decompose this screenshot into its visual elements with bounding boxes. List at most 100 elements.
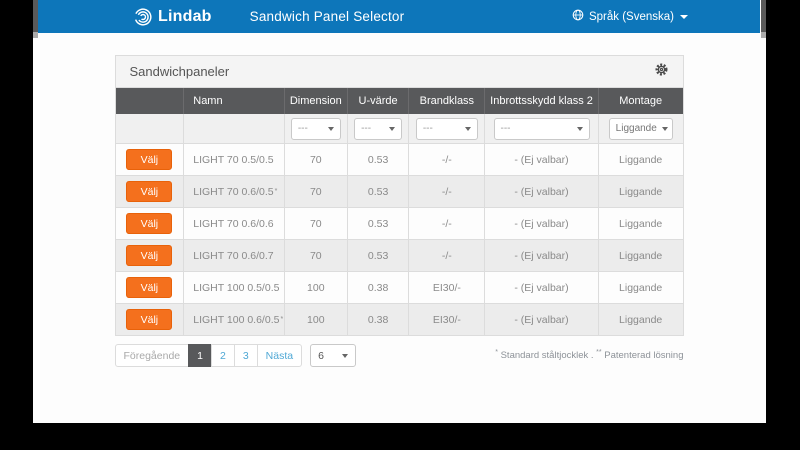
u-varde-cell: 0.38 [348, 272, 410, 303]
panel-name: LIGHT 70 0.6/0.6 [193, 217, 274, 230]
montage-filter-select[interactable]: Liggande [608, 117, 673, 140]
u-varde-cell: 0.53 [348, 208, 410, 239]
chevron-down-icon [327, 126, 334, 131]
u-varde-cell: 0.38 [348, 304, 410, 335]
dimension-filter-select[interactable]: --- [290, 117, 341, 140]
panel-name: LIGHT 70 0.6/0.7 [193, 249, 274, 262]
chevron-down-icon [661, 126, 668, 131]
inbrottsskydd-cell: - (Ej valbar) [485, 208, 599, 239]
column-header-inbrottsskydd: Inbrottsskydd klass 2 [485, 88, 599, 114]
footnote-star: * [495, 349, 498, 357]
column-header-select [116, 88, 185, 114]
brandklass-cell: EI30/- [409, 272, 486, 303]
footnote: * Standard ståltjocklek . ** Patenterad … [495, 349, 683, 361]
chevron-down-icon [389, 126, 396, 131]
footnote-text: Patenterad lösning [601, 350, 684, 362]
inbrottsskydd-filter-value: --- [500, 123, 511, 134]
select-panel-button[interactable]: Välj [126, 149, 173, 170]
pagination-previous[interactable]: Föregående [114, 344, 190, 367]
settings-button[interactable] [654, 62, 669, 82]
card-header: Sandwichpaneler [114, 55, 684, 88]
table-row: Välj LIGHT 100 0.5/0.5 100 0.38 EI30/- -… [115, 272, 683, 304]
page-title: Sandwichpaneler [129, 64, 230, 79]
select-panel-button[interactable]: Välj [126, 213, 173, 234]
table-row: Välj LIGHT 100 0.6/0.5 * 100 0.38 EI30/- … [115, 304, 683, 336]
column-header-dimension: Dimension [285, 88, 348, 114]
pagination: Föregående 1 2 3 Nästa 6 [114, 344, 357, 367]
pagination-page-1[interactable]: 1 [188, 344, 212, 367]
u-varde-cell: 0.53 [348, 240, 410, 271]
table-row: Välj LIGHT 70 0.6/0.6 70 0.53 -/- - (Ej … [115, 208, 683, 240]
column-header-brandklass: Brandklass [409, 88, 486, 114]
footnote-star: ** [596, 349, 602, 357]
dimension-cell: 70 [285, 208, 348, 239]
u-varde-filter-value: --- [361, 123, 372, 134]
brandklass-cell: EI30/- [409, 304, 486, 335]
pagination-page-2[interactable]: 2 [210, 344, 235, 367]
gear-icon [654, 62, 669, 82]
panel-name-mark: * [274, 188, 278, 195]
lindab-logo[interactable]: Lindab [133, 7, 212, 27]
table-header-row: Namn Dimension U-värde Brandklass Inbrot… [115, 88, 683, 114]
panels-table: Namn Dimension U-värde Brandklass Inbrot… [114, 88, 684, 336]
select-panel-button[interactable]: Välj [126, 181, 173, 202]
brandklass-cell: -/- [409, 144, 486, 175]
panel-name: LIGHT 100 0.6/0.5 [193, 313, 280, 326]
select-panel-button[interactable]: Välj [126, 245, 173, 266]
montage-cell: Liggande [619, 281, 663, 294]
montage-cell: Liggande [619, 313, 663, 326]
montage-filter-value: Liggande [615, 123, 657, 134]
page-size-value: 6 [318, 349, 324, 362]
panel-name: LIGHT 70 0.6/0.5 [193, 185, 274, 198]
window-edge-right-fade [761, 32, 766, 38]
window-edge-right [761, 0, 766, 32]
u-varde-filter-select[interactable]: --- [354, 117, 403, 140]
brandklass-cell: -/- [409, 240, 486, 271]
chevron-down-icon [680, 14, 688, 19]
panel-name-cell: LIGHT 70 0.6/0.6 [184, 208, 285, 239]
select-panel-button[interactable]: Välj [126, 277, 173, 298]
u-varde-cell: 0.53 [348, 144, 410, 175]
montage-cell: Liggande [619, 153, 663, 166]
panel-name: LIGHT 70 0.5/0.5 [193, 153, 274, 166]
brandklass-cell: -/- [409, 176, 486, 207]
language-selector[interactable]: Språk (Svenska) [572, 9, 688, 24]
pagination-page-3[interactable]: 3 [233, 344, 258, 367]
browser-viewport: Lindab Sandwich Panel Selector Språk (Sv… [33, 0, 766, 423]
dimension-cell: 100 [285, 272, 348, 303]
globe-icon [572, 9, 589, 24]
column-header-namn: Namn [184, 88, 285, 114]
column-header-montage: Montage [619, 95, 663, 107]
dimension-cell: 70 [285, 144, 348, 175]
window-edge-left [33, 0, 38, 32]
app-header: Lindab Sandwich Panel Selector Språk (Sv… [38, 0, 760, 33]
dimension-cell: 100 [285, 304, 348, 335]
inbrottsskydd-cell: - (Ej valbar) [485, 304, 599, 335]
montage-cell: Liggande [619, 217, 663, 230]
panel-name-cell: LIGHT 100 0.5/0.5 [184, 272, 285, 303]
panel-name-cell: LIGHT 100 0.6/0.5 * [184, 304, 285, 335]
panel-card: Sandwichpaneler Namn Dimension [114, 55, 684, 336]
main-content: Sandwichpaneler Namn Dimension [38, 33, 760, 367]
brandklass-cell: -/- [409, 208, 486, 239]
select-panel-button[interactable]: Välj [126, 309, 173, 330]
filter-cell-empty [184, 114, 285, 143]
dimension-cell: 70 [285, 240, 348, 271]
chevron-down-icon [464, 126, 471, 131]
pagination-next[interactable]: Nästa [256, 344, 303, 367]
inbrottsskydd-cell: - (Ej valbar) [485, 176, 599, 207]
pager-buttons: Föregående 1 2 3 Nästa [114, 344, 303, 367]
inbrottsskydd-cell: - (Ej valbar) [485, 272, 599, 303]
panel-name-cell: LIGHT 70 0.5/0.5 [184, 144, 285, 175]
window-edge-left-fade [33, 32, 38, 38]
filter-row: --- --- --- [115, 114, 683, 144]
brandklass-filter-select[interactable]: --- [415, 117, 478, 140]
panel-name-mark: * [280, 316, 284, 323]
app-title: Sandwich Panel Selector [249, 9, 405, 24]
lindab-rings-icon [133, 7, 153, 27]
dimension-filter-value: --- [297, 123, 308, 134]
table-row: Välj LIGHT 70 0.6/0.5 * 70 0.53 -/- - (Ej… [115, 176, 683, 208]
inbrottsskydd-filter-select[interactable]: --- [493, 117, 590, 140]
filter-cell-empty [116, 114, 185, 143]
page-size-select[interactable]: 6 [310, 344, 357, 367]
